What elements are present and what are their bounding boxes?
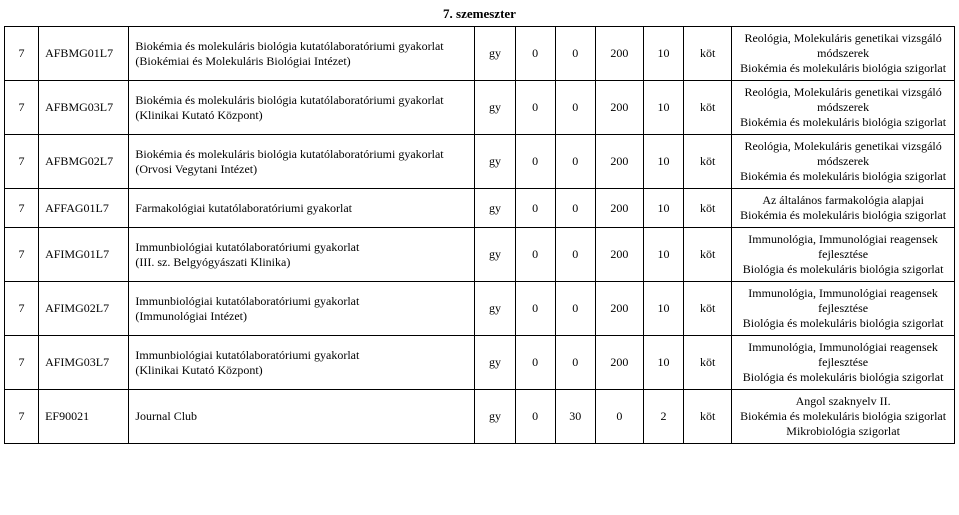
requirement-cell: köt — [684, 390, 732, 444]
requirement-cell: köt — [684, 81, 732, 135]
type-cell: gy — [475, 282, 515, 336]
course-name-cell: Immunbiológiai kutatólaboratóriumi gyako… — [129, 228, 475, 282]
prereq-cell: Reológia, Molekuláris genetikai vizsgáló… — [732, 81, 955, 135]
table-row: 7AFBMG03L7Biokémia és molekuláris biológ… — [5, 81, 955, 135]
semester-cell: 7 — [5, 390, 39, 444]
course-code-cell: EF90021 — [39, 390, 129, 444]
num2-cell: 0 — [555, 228, 595, 282]
type-cell: gy — [475, 336, 515, 390]
num2-cell: 0 — [555, 336, 595, 390]
num4-cell: 2 — [643, 390, 683, 444]
requirement-cell: köt — [684, 135, 732, 189]
type-cell: gy — [475, 27, 515, 81]
requirement-cell: köt — [684, 282, 732, 336]
type-cell: gy — [475, 228, 515, 282]
type-cell: gy — [475, 390, 515, 444]
semester-title: 7. szemeszter — [4, 4, 955, 26]
prereq-cell: Az általános farmakológia alapjaiBiokémi… — [732, 189, 955, 228]
num2-cell: 0 — [555, 27, 595, 81]
num4-cell: 10 — [643, 228, 683, 282]
table-row: 7AFIMG03L7Immunbiológiai kutatólaboratór… — [5, 336, 955, 390]
num1-cell: 0 — [515, 390, 555, 444]
semester-cell: 7 — [5, 336, 39, 390]
prereq-cell: Immunológia, Immunológiai reagensek fejl… — [732, 282, 955, 336]
curriculum-table: 7AFBMG01L7Biokémia és molekuláris biológ… — [4, 26, 955, 444]
course-code-cell: AFFAG01L7 — [39, 189, 129, 228]
num4-cell: 10 — [643, 27, 683, 81]
course-name-cell: Biokémia és molekuláris biológia kutatól… — [129, 27, 475, 81]
num3-cell: 200 — [595, 228, 643, 282]
num1-cell: 0 — [515, 228, 555, 282]
course-name-cell: Immunbiológiai kutatólaboratóriumi gyako… — [129, 282, 475, 336]
course-code-cell: AFBMG02L7 — [39, 135, 129, 189]
course-name-cell: Immunbiológiai kutatólaboratóriumi gyako… — [129, 336, 475, 390]
num1-cell: 0 — [515, 81, 555, 135]
semester-cell: 7 — [5, 189, 39, 228]
table-row: 7AFBMG01L7Biokémia és molekuláris biológ… — [5, 27, 955, 81]
num3-cell: 200 — [595, 135, 643, 189]
num3-cell: 200 — [595, 81, 643, 135]
num1-cell: 0 — [515, 336, 555, 390]
course-name-cell: Journal Club — [129, 390, 475, 444]
num2-cell: 0 — [555, 282, 595, 336]
num1-cell: 0 — [515, 282, 555, 336]
num1-cell: 0 — [515, 189, 555, 228]
semester-cell: 7 — [5, 282, 39, 336]
num1-cell: 0 — [515, 135, 555, 189]
semester-cell: 7 — [5, 81, 39, 135]
num4-cell: 10 — [643, 189, 683, 228]
type-cell: gy — [475, 189, 515, 228]
num4-cell: 10 — [643, 81, 683, 135]
num2-cell: 0 — [555, 81, 595, 135]
num3-cell: 200 — [595, 27, 643, 81]
num2-cell: 30 — [555, 390, 595, 444]
table-row: 7AFIMG02L7Immunbiológiai kutatólaboratór… — [5, 282, 955, 336]
prereq-cell: Immunológia, Immunológiai reagensek fejl… — [732, 228, 955, 282]
semester-cell: 7 — [5, 228, 39, 282]
requirement-cell: köt — [684, 336, 732, 390]
num4-cell: 10 — [643, 336, 683, 390]
table-row: 7AFFAG01L7Farmakológiai kutatólaboratóri… — [5, 189, 955, 228]
type-cell: gy — [475, 81, 515, 135]
table-row: 7AFBMG02L7Biokémia és molekuláris biológ… — [5, 135, 955, 189]
prereq-cell: Immunológia, Immunológiai reagensek fejl… — [732, 336, 955, 390]
course-code-cell: AFBMG01L7 — [39, 27, 129, 81]
num4-cell: 10 — [643, 135, 683, 189]
semester-cell: 7 — [5, 135, 39, 189]
semester-cell: 7 — [5, 27, 39, 81]
table-row: 7EF90021Journal Clubgy03002kötAngol szak… — [5, 390, 955, 444]
num1-cell: 0 — [515, 27, 555, 81]
num4-cell: 10 — [643, 282, 683, 336]
table-row: 7AFIMG01L7Immunbiológiai kutatólaboratór… — [5, 228, 955, 282]
course-name-cell: Farmakológiai kutatólaboratóriumi gyakor… — [129, 189, 475, 228]
prereq-cell: Angol szaknyelv II.Biokémia és molekulár… — [732, 390, 955, 444]
prereq-cell: Reológia, Molekuláris genetikai vizsgáló… — [732, 135, 955, 189]
course-code-cell: AFIMG03L7 — [39, 336, 129, 390]
num3-cell: 200 — [595, 282, 643, 336]
requirement-cell: köt — [684, 189, 732, 228]
course-name-cell: Biokémia és molekuláris biológia kutatól… — [129, 81, 475, 135]
num3-cell: 200 — [595, 189, 643, 228]
prereq-cell: Reológia, Molekuláris genetikai vizsgáló… — [732, 27, 955, 81]
requirement-cell: köt — [684, 228, 732, 282]
num3-cell: 200 — [595, 336, 643, 390]
course-code-cell: AFIMG02L7 — [39, 282, 129, 336]
num2-cell: 0 — [555, 189, 595, 228]
requirement-cell: köt — [684, 27, 732, 81]
type-cell: gy — [475, 135, 515, 189]
course-name-cell: Biokémia és molekuláris biológia kutatól… — [129, 135, 475, 189]
course-code-cell: AFIMG01L7 — [39, 228, 129, 282]
course-code-cell: AFBMG03L7 — [39, 81, 129, 135]
num2-cell: 0 — [555, 135, 595, 189]
num3-cell: 0 — [595, 390, 643, 444]
